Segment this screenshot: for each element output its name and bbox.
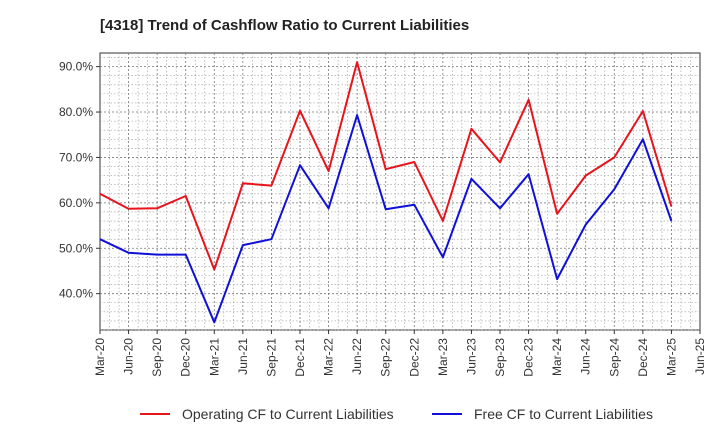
x-axis-ticks: Mar-20 Jun-20 Sep-20 Dec-20 Mar-21 Jun-21 Sep-… [93,330,707,377]
x-tick-label: Jun-23 [464,338,478,375]
x-tick-label: Dec-23 [522,338,536,377]
x-tick-label: Jun-24 [579,338,593,375]
y-tick-label: 80.0% [59,105,93,119]
series-line-free-cf [99,114,673,324]
y-axis-ticks: 40.0% 50.0% 60.0% 70.0% 80.0% 90.0% [59,60,100,301]
x-tick-label: Mar-21 [207,338,221,376]
y-tick-label: 60.0% [59,196,93,210]
x-tick-label: Mar-23 [436,338,450,376]
x-tick-label: Dec-21 [293,338,307,377]
chart-title: [4318] Trend of Cashflow Ratio to Curren… [100,17,469,34]
legend-label: Free CF to Current Liabilities [474,406,653,422]
x-tick-label: Mar-25 [664,338,678,376]
series-line-operating-cf [99,61,673,271]
x-tick-label: Sep-21 [264,338,278,377]
x-tick-label: Jun-25 [693,338,707,375]
x-tick-label: Mar-20 [93,338,107,376]
x-tick-label: Dec-22 [407,338,421,377]
x-tick-label: Dec-24 [636,338,650,377]
x-tick-label: Jun-20 [122,338,136,375]
y-tick-label: 50.0% [59,241,93,255]
x-tick-label: Mar-24 [550,338,564,376]
y-tick-label: 70.0% [59,150,93,164]
x-tick-label: Sep-22 [379,338,393,377]
legend: Operating CF to Current Liabilities Free … [140,406,653,422]
y-tick-label: 90.0% [59,60,93,74]
x-tick-label: Jun-22 [350,338,364,375]
legend-label: Operating CF to Current Liabilities [182,406,394,422]
x-tick-label: Sep-23 [493,338,507,377]
y-tick-label: 40.0% [59,287,93,301]
x-tick-label: Jun-21 [236,338,250,375]
x-tick-label: Dec-20 [179,338,193,377]
grid-lines [100,53,700,331]
plot-area-frame [99,52,701,331]
x-tick-label: Sep-24 [607,338,621,377]
x-tick-label: Sep-20 [150,338,164,377]
series-layer [99,61,673,324]
x-tick-label: Mar-22 [322,338,336,376]
